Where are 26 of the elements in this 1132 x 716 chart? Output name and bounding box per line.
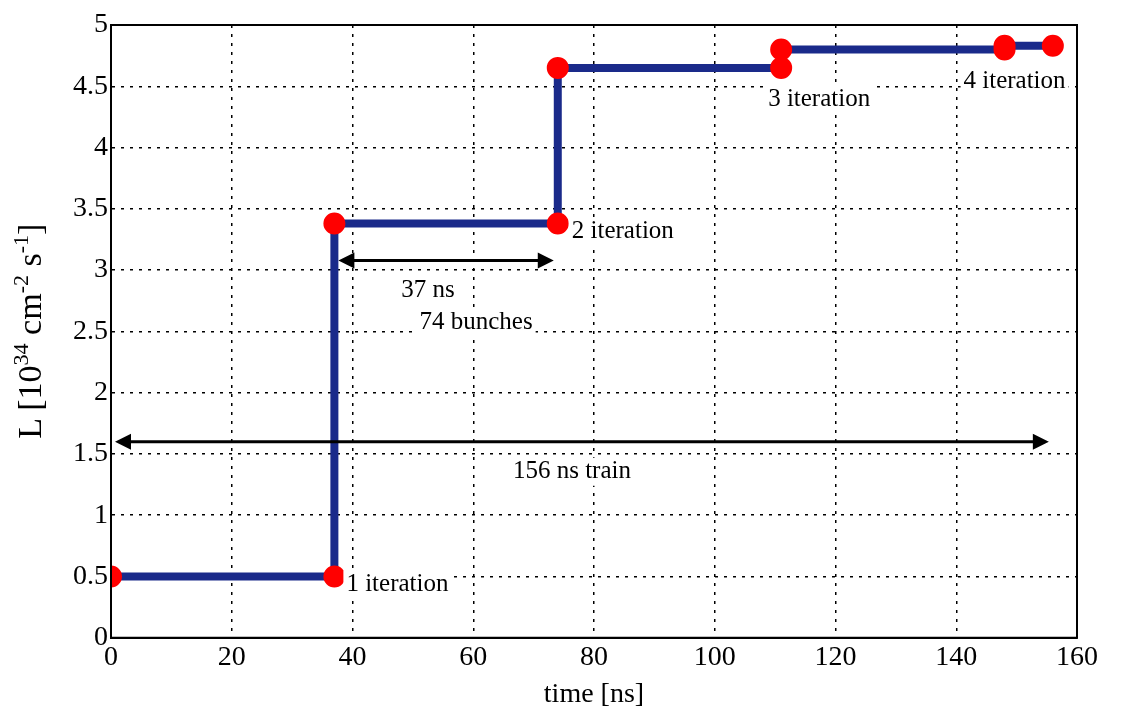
x-axis-title: time [ns] (543, 676, 645, 708)
annotation: 37 ns (401, 275, 455, 303)
y-tick-label: 5 (94, 7, 108, 39)
x-tick-label: 40 (338, 639, 367, 671)
x-tick-label: 120 (814, 639, 857, 671)
x-tick-label: 100 (693, 639, 736, 671)
x-tick-label: 60 (459, 639, 488, 671)
annotation: 4 iteration (963, 66, 1067, 94)
y-tick-label: 3.5 (73, 191, 108, 223)
y-tick-label: 2.5 (73, 313, 108, 345)
y-tick-label: 1 (94, 497, 108, 529)
y-tick-label: 1.5 (73, 436, 108, 468)
x-tick-label: 160 (1056, 639, 1098, 671)
y-tick-label: 0.5 (73, 558, 108, 590)
x-tick-label: 20 (217, 639, 246, 671)
y-tick-label: 3 (94, 252, 108, 284)
annotation: 2 iteration (571, 216, 675, 244)
y-tick-label: 4.5 (73, 68, 108, 100)
y-tick-label: 2 (94, 375, 108, 407)
y-tick-label: 4 (94, 129, 108, 161)
annotation: 3 iteration (768, 84, 871, 112)
annotation: 74 bunches (419, 307, 533, 335)
annotation: 156 ns train (512, 456, 632, 484)
x-tick-label: 140 (935, 639, 978, 671)
annotation: 1 iteration (346, 569, 449, 597)
x-tick-label: 80 (580, 639, 608, 671)
